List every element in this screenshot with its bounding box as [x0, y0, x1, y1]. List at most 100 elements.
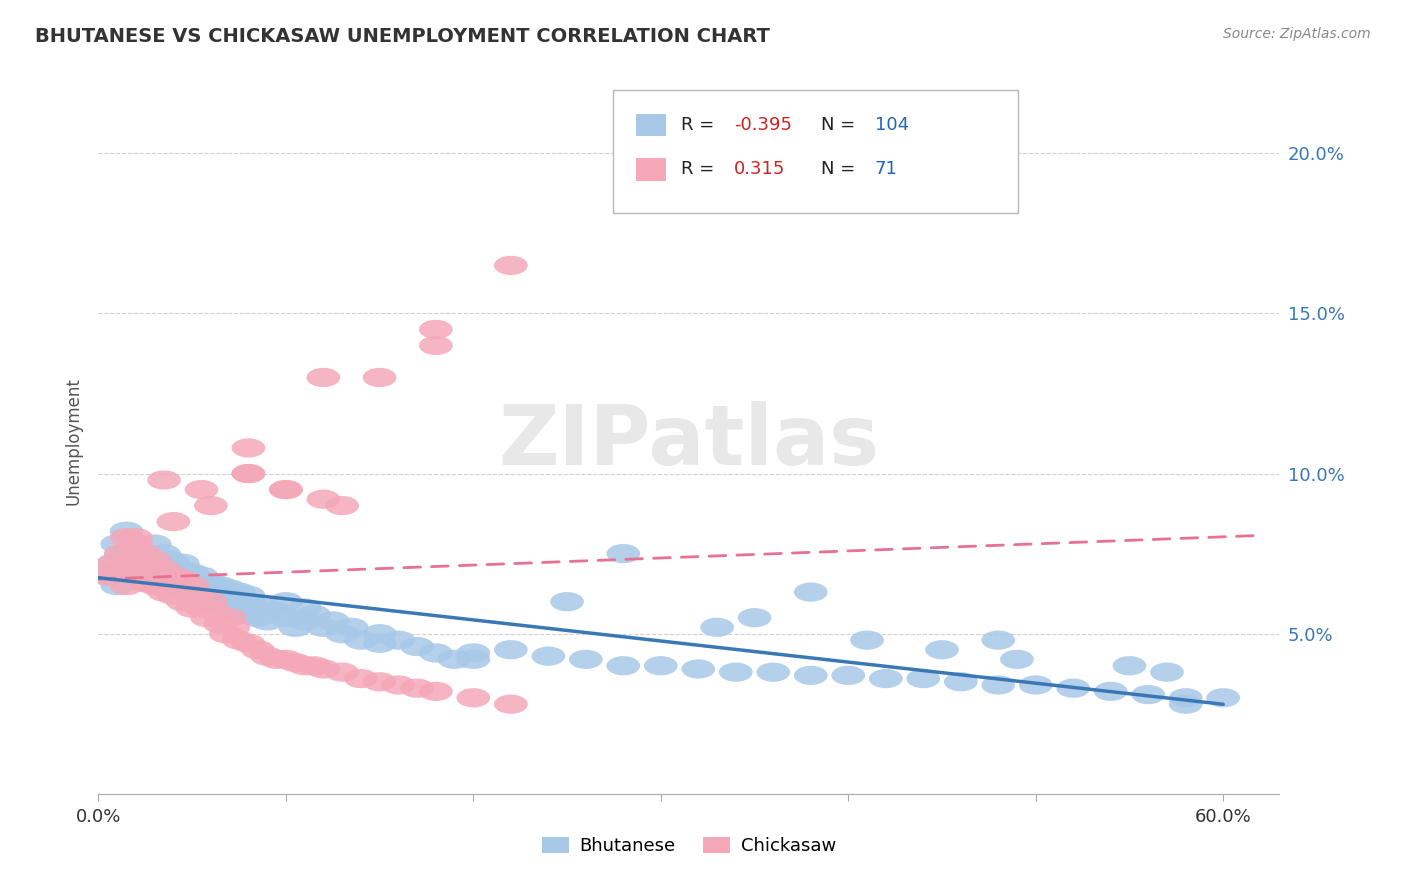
Ellipse shape — [138, 534, 172, 554]
Text: BHUTANESE VS CHICKASAW UNEMPLOYMENT CORRELATION CHART: BHUTANESE VS CHICKASAW UNEMPLOYMENT CORR… — [35, 27, 770, 45]
Ellipse shape — [115, 550, 149, 570]
Text: 71: 71 — [875, 161, 897, 178]
Ellipse shape — [128, 573, 162, 592]
Ellipse shape — [363, 633, 396, 653]
Ellipse shape — [104, 544, 138, 563]
Ellipse shape — [97, 554, 131, 573]
Ellipse shape — [235, 595, 269, 615]
Ellipse shape — [179, 573, 212, 592]
Text: N =: N = — [821, 116, 860, 134]
Ellipse shape — [138, 550, 172, 570]
Ellipse shape — [222, 631, 256, 649]
Ellipse shape — [115, 541, 149, 560]
Ellipse shape — [128, 547, 162, 566]
Ellipse shape — [122, 557, 156, 576]
Ellipse shape — [232, 464, 266, 483]
Ellipse shape — [269, 592, 302, 611]
Ellipse shape — [156, 554, 190, 573]
Ellipse shape — [1206, 689, 1240, 707]
Ellipse shape — [363, 673, 396, 691]
Ellipse shape — [166, 554, 200, 573]
Ellipse shape — [794, 582, 828, 602]
Text: -0.395: -0.395 — [734, 116, 792, 134]
Ellipse shape — [260, 649, 294, 669]
Ellipse shape — [184, 586, 218, 605]
Y-axis label: Unemployment: Unemployment — [65, 377, 83, 506]
Ellipse shape — [297, 605, 330, 624]
Ellipse shape — [194, 592, 228, 611]
Ellipse shape — [120, 528, 153, 547]
Ellipse shape — [457, 643, 491, 663]
Ellipse shape — [97, 554, 131, 573]
Ellipse shape — [232, 438, 266, 458]
Ellipse shape — [718, 663, 752, 681]
Ellipse shape — [269, 480, 302, 500]
Ellipse shape — [110, 522, 143, 541]
Ellipse shape — [184, 566, 218, 586]
Ellipse shape — [212, 579, 246, 599]
Text: R =: R = — [681, 161, 720, 178]
Ellipse shape — [209, 586, 243, 605]
Ellipse shape — [156, 512, 190, 532]
Ellipse shape — [148, 566, 181, 586]
Ellipse shape — [172, 566, 205, 586]
Ellipse shape — [606, 657, 640, 675]
Ellipse shape — [179, 586, 212, 605]
Ellipse shape — [156, 566, 190, 586]
Ellipse shape — [172, 582, 205, 602]
Ellipse shape — [569, 649, 603, 669]
Ellipse shape — [153, 550, 187, 570]
Ellipse shape — [194, 573, 228, 592]
Ellipse shape — [335, 617, 368, 637]
Ellipse shape — [190, 576, 224, 595]
Ellipse shape — [457, 689, 491, 707]
Ellipse shape — [1094, 681, 1128, 701]
Ellipse shape — [1132, 685, 1166, 704]
Ellipse shape — [104, 544, 138, 563]
Ellipse shape — [550, 592, 583, 611]
Ellipse shape — [278, 617, 312, 637]
Ellipse shape — [166, 592, 200, 611]
Ellipse shape — [269, 608, 302, 627]
Ellipse shape — [307, 490, 340, 508]
Ellipse shape — [240, 608, 274, 627]
Ellipse shape — [160, 576, 194, 595]
Ellipse shape — [307, 659, 340, 679]
Ellipse shape — [494, 640, 527, 659]
Ellipse shape — [494, 256, 527, 275]
Ellipse shape — [120, 566, 153, 586]
Ellipse shape — [278, 653, 312, 673]
Ellipse shape — [943, 673, 977, 691]
Ellipse shape — [100, 534, 134, 554]
Ellipse shape — [204, 615, 238, 633]
Ellipse shape — [194, 592, 228, 611]
Ellipse shape — [869, 669, 903, 689]
Ellipse shape — [269, 480, 302, 500]
Ellipse shape — [240, 640, 274, 659]
Ellipse shape — [138, 576, 172, 595]
Ellipse shape — [419, 643, 453, 663]
Ellipse shape — [110, 560, 143, 579]
Ellipse shape — [209, 624, 243, 643]
Ellipse shape — [756, 663, 790, 681]
Ellipse shape — [457, 649, 491, 669]
Ellipse shape — [138, 554, 172, 573]
Ellipse shape — [110, 528, 143, 547]
Ellipse shape — [176, 576, 209, 595]
Ellipse shape — [176, 563, 209, 582]
Ellipse shape — [260, 602, 294, 621]
Ellipse shape — [232, 464, 266, 483]
Ellipse shape — [100, 576, 134, 595]
Ellipse shape — [100, 560, 134, 579]
Ellipse shape — [851, 631, 884, 649]
Text: 0.315: 0.315 — [734, 161, 786, 178]
Ellipse shape — [122, 554, 156, 573]
Ellipse shape — [198, 582, 232, 602]
Ellipse shape — [134, 563, 167, 582]
Ellipse shape — [160, 576, 194, 595]
Ellipse shape — [307, 617, 340, 637]
Ellipse shape — [419, 681, 453, 701]
Ellipse shape — [1150, 663, 1184, 681]
Text: Source: ZipAtlas.com: Source: ZipAtlas.com — [1223, 27, 1371, 41]
Ellipse shape — [166, 570, 200, 589]
